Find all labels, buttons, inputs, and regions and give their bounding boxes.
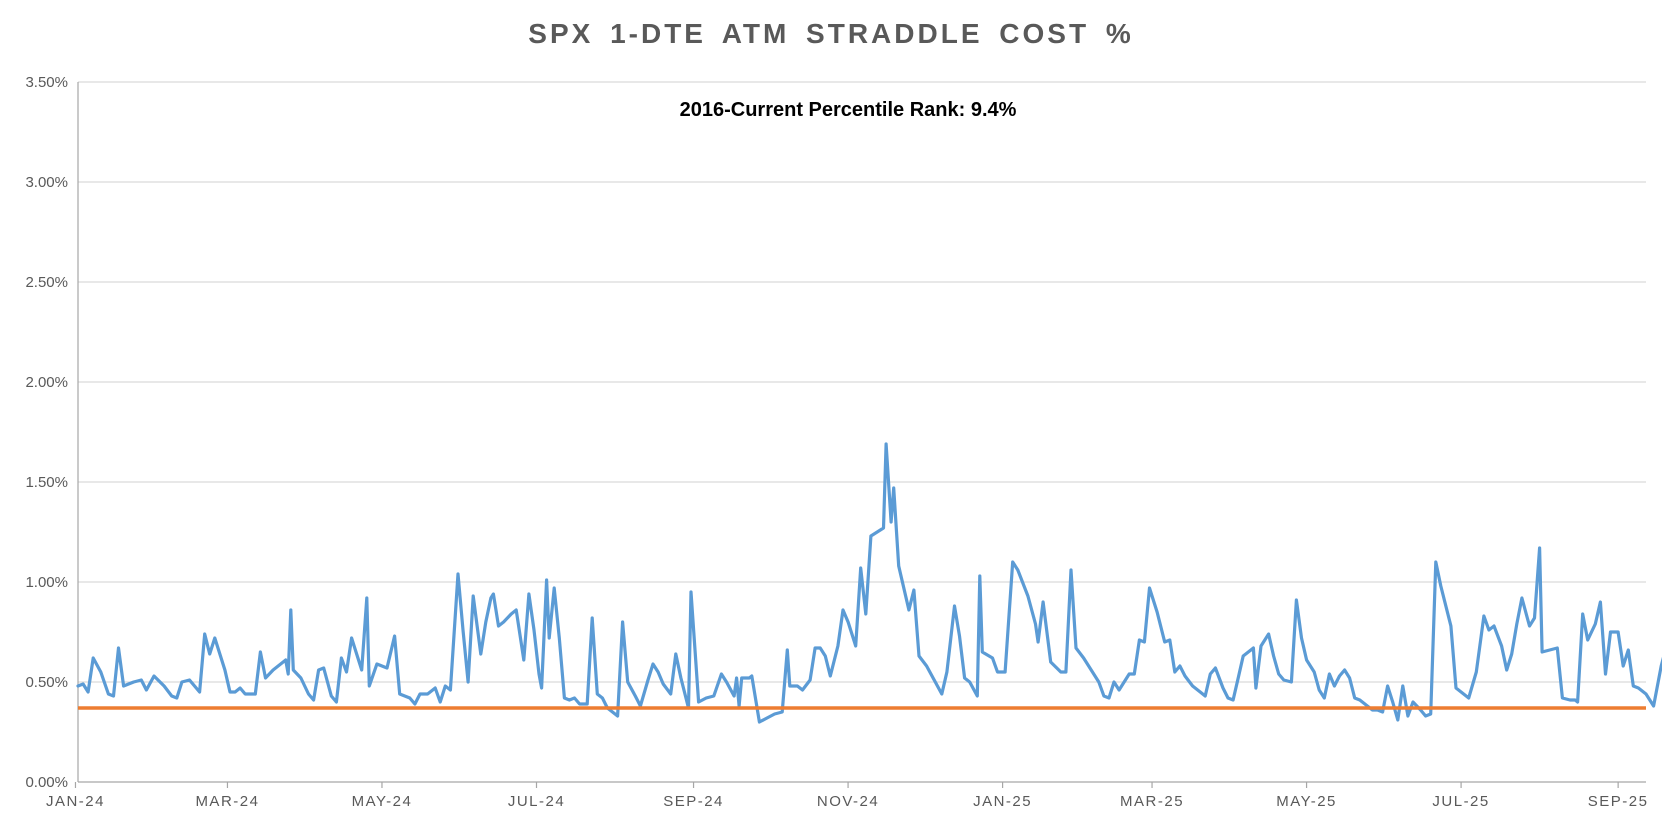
y-tick-label: 0.00% bbox=[25, 774, 68, 791]
x-tick-label: JUL-25 bbox=[1432, 793, 1489, 810]
x-tick-label: JAN-25 bbox=[973, 793, 1032, 810]
y-tick-label: 3.00% bbox=[25, 174, 68, 191]
y-tick-label: 3.50% bbox=[25, 74, 68, 91]
y-tick-label: 0.50% bbox=[25, 674, 68, 691]
x-tick-labels: JAN-24 MAR-24 MAY-24 JUL-24 SEP-24 NOV-24 JAN-… bbox=[46, 793, 1649, 810]
x-tick-label: MAR-25 bbox=[1120, 793, 1184, 810]
axes bbox=[74, 82, 1646, 788]
x-tick-label: NOV-24 bbox=[817, 793, 879, 810]
percentile-rank-annotation: 2016-Current Percentile Rank: 9.4% bbox=[680, 99, 1017, 121]
x-tick-label: SEP-25 bbox=[1588, 793, 1649, 810]
x-tick-label: JUL-24 bbox=[508, 793, 565, 810]
x-tick-label: MAR-24 bbox=[195, 793, 259, 810]
series-line-0 bbox=[76, 442, 1662, 724]
x-tick-label: MAY-24 bbox=[352, 793, 413, 810]
x-tick-label: SEP-24 bbox=[663, 793, 724, 810]
y-tick-label: 2.50% bbox=[25, 274, 68, 291]
y-tick-label: 2.00% bbox=[25, 374, 68, 391]
series-layer bbox=[76, 442, 1662, 724]
chart-title: SPX 1-DTE ATM STRADDLE COST % bbox=[528, 18, 1134, 49]
x-tick-label: MAY-25 bbox=[1276, 793, 1337, 810]
y-tick-label: 1.50% bbox=[25, 474, 68, 491]
x-tick-label: JAN-24 bbox=[46, 793, 105, 810]
y-tick-labels: 0.00% 0.50% 1.00% 1.50% 2.00% 2.50% 3.00% 3.50% bbox=[25, 74, 68, 791]
y-tick-label: 1.00% bbox=[25, 574, 68, 591]
